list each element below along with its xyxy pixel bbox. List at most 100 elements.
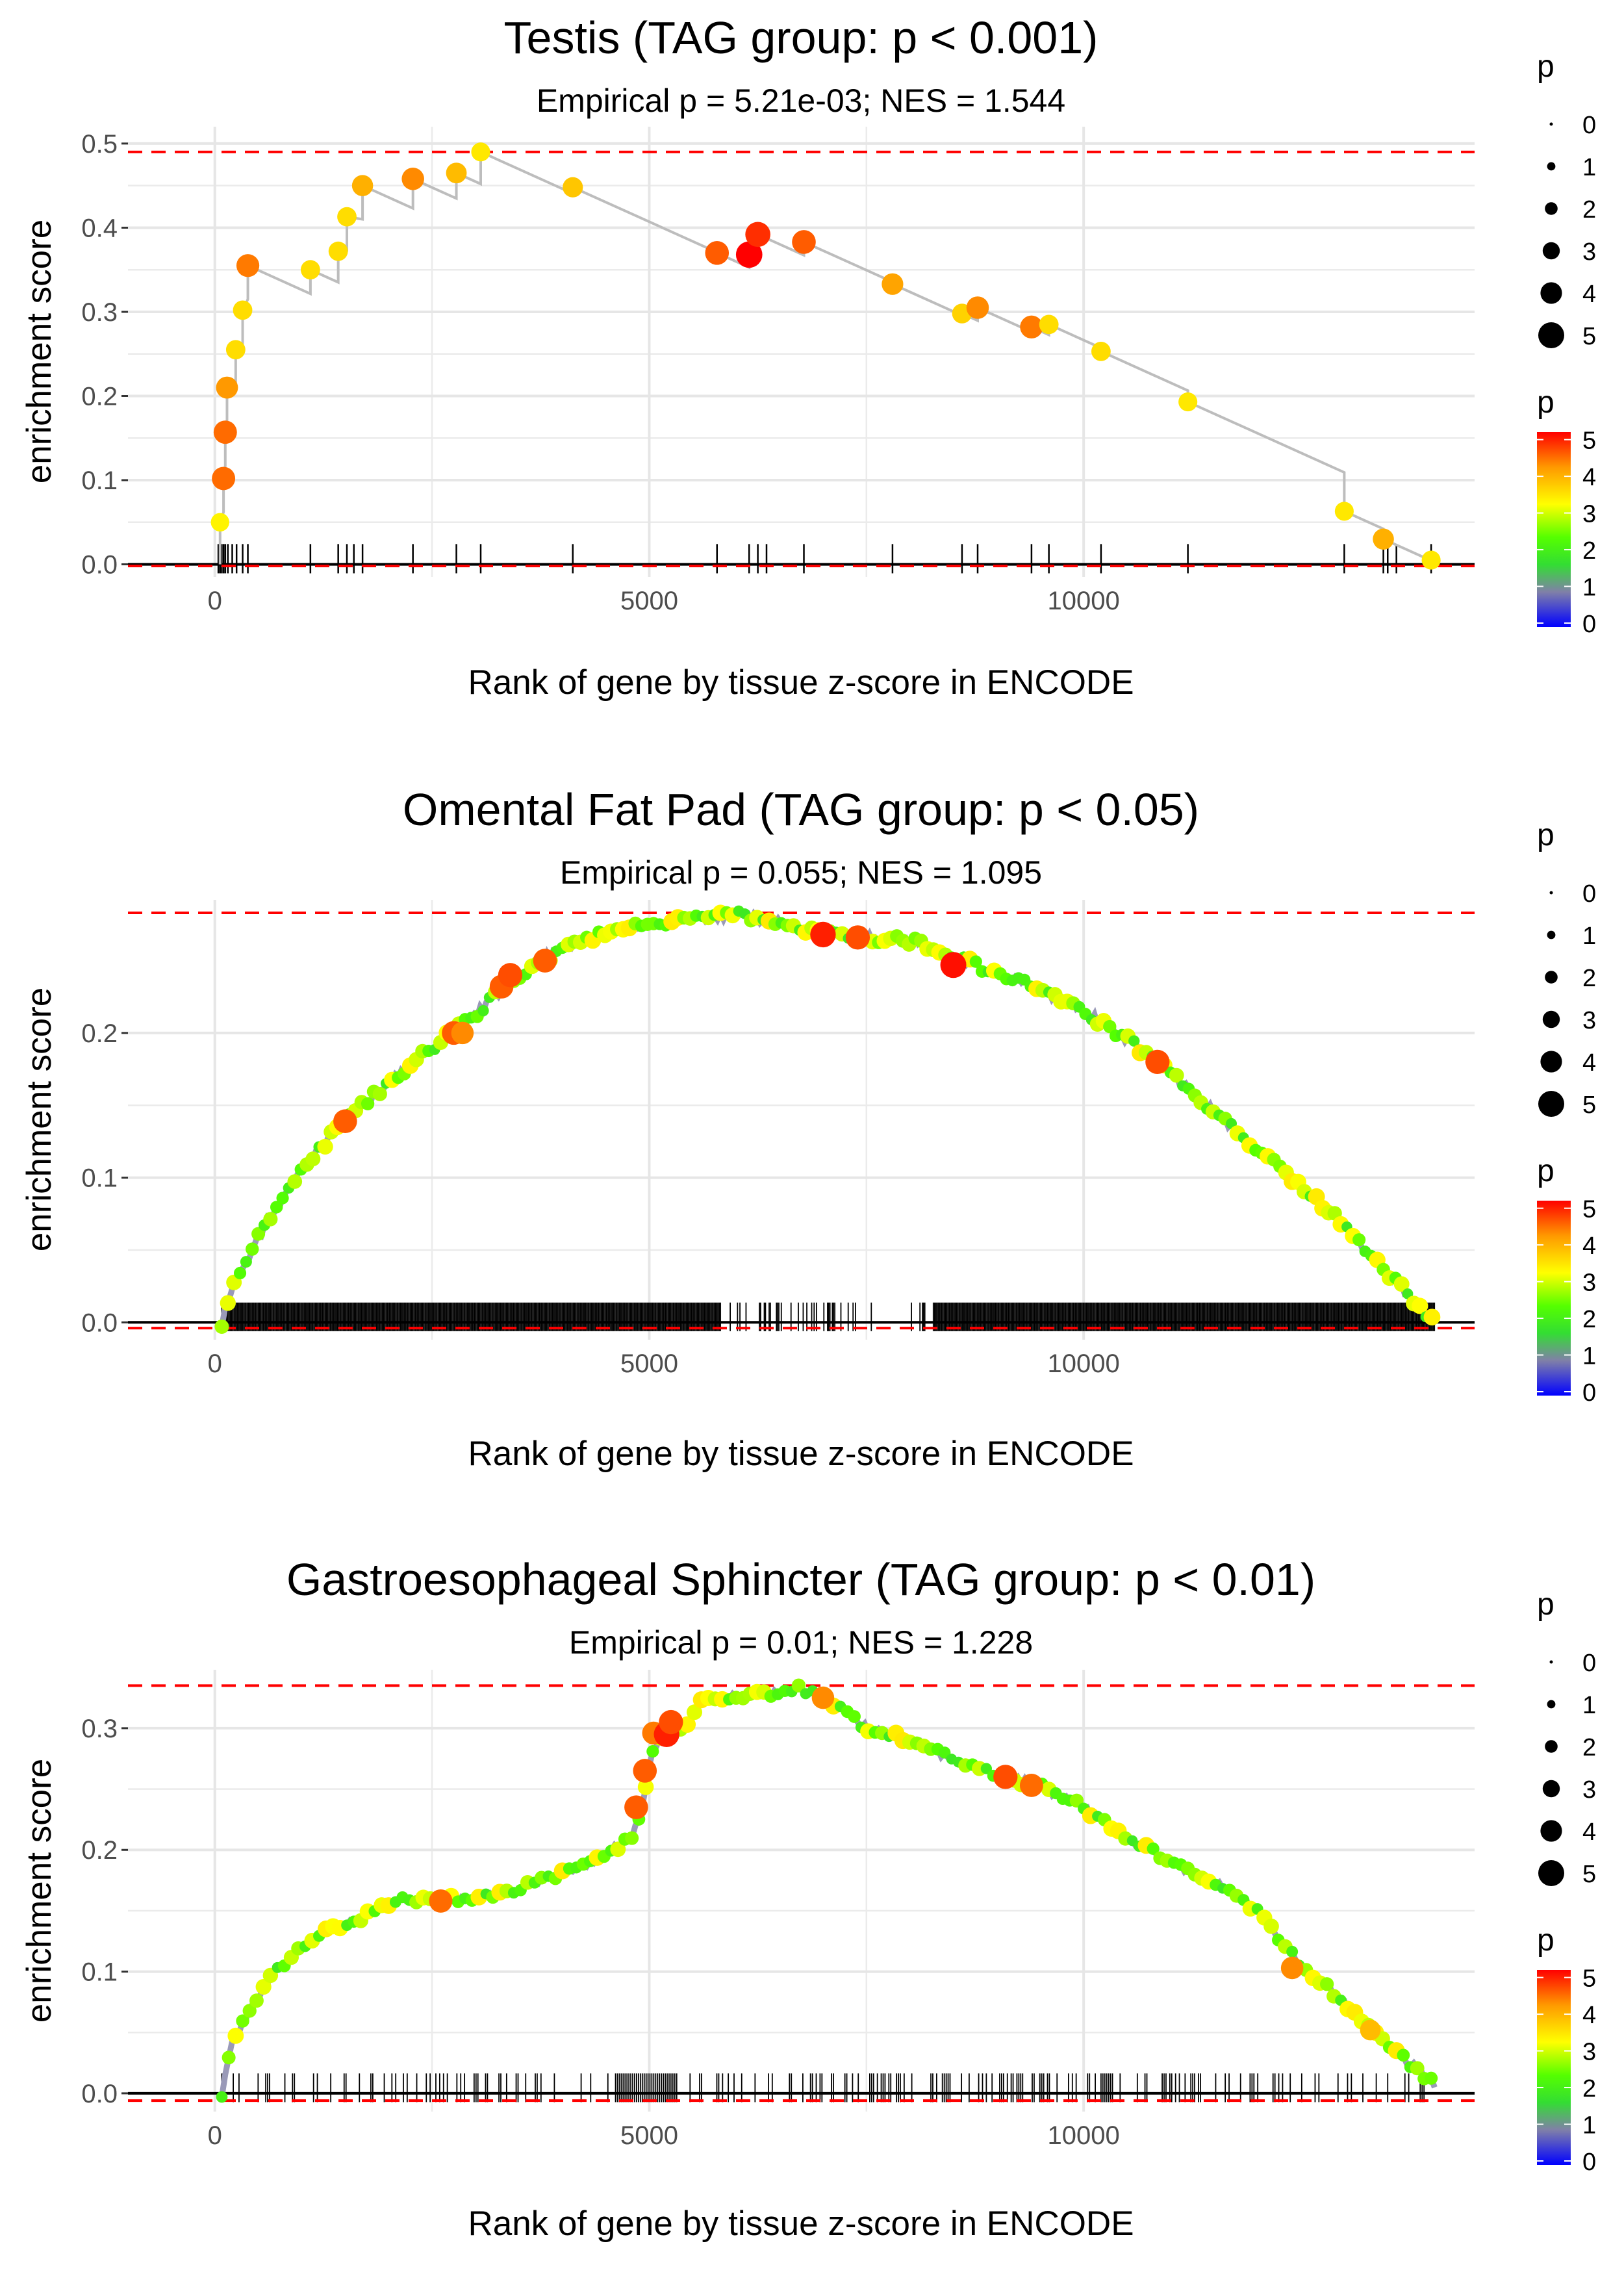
legend-color-label: 1 [1582, 574, 1596, 602]
chart-subtitle: Empirical p = 0.055; NES = 1.095 [560, 854, 1042, 891]
data-point [1263, 1918, 1279, 1934]
legend-size-key [1549, 1660, 1553, 1664]
y-axis-title: enrichment score [20, 988, 58, 1252]
legend-size-key [1538, 1860, 1564, 1886]
legend-size-key [1545, 202, 1558, 215]
data-point [246, 1242, 259, 1256]
legend-size-label: 5 [1582, 1092, 1596, 1119]
legend-size-key [1542, 242, 1560, 260]
y-tick-label: 0.1 [81, 1958, 118, 1987]
data-point [1373, 528, 1394, 550]
data-point [242, 2004, 257, 2018]
legend-size-label: 3 [1582, 1776, 1596, 1804]
legend-color-label: 0 [1582, 1379, 1596, 1407]
data-point [451, 1021, 474, 1045]
x-tick-label: 5000 [620, 2121, 678, 2150]
x-tick-label: 10000 [1048, 587, 1120, 615]
data-point [210, 513, 229, 532]
legend-size-key [1542, 1010, 1560, 1028]
data-point [477, 1004, 489, 1017]
data-point [220, 1295, 236, 1311]
data-point [637, 1779, 654, 1795]
data-point [1397, 2049, 1410, 2062]
x-tick-label: 5000 [620, 587, 678, 615]
data-point [287, 1174, 303, 1189]
y-tick-label: 0.0 [81, 1309, 118, 1337]
data-point [1421, 550, 1441, 570]
x-tick-label: 10000 [1048, 2121, 1120, 2150]
data-point [1039, 314, 1059, 335]
enrichment-curve [218, 149, 1433, 565]
data-point [249, 1993, 264, 2008]
y-axis-title: enrichment score [20, 220, 58, 484]
data-point [236, 254, 260, 277]
legend-size-key [1549, 122, 1553, 126]
data-point [214, 1319, 229, 1334]
enrichment-curve [218, 1681, 1438, 2098]
panel-gastroesophageal-sphincter: Gastroesophageal Sphincter (TAG group: p… [20, 1554, 1596, 2243]
legend-color-label: 4 [1582, 1233, 1596, 1260]
colorbar [1537, 1970, 1571, 2165]
chart-subtitle: Empirical p = 0.01; NES = 1.228 [569, 1624, 1033, 1661]
data-point [1145, 1049, 1170, 1075]
data-point [705, 240, 730, 265]
x-axis-title: Rank of gene by tissue z-score in ENCODE [468, 2204, 1134, 2243]
data-point [966, 296, 989, 319]
data-point [845, 925, 870, 950]
legend-size-key [1547, 162, 1556, 171]
data-point [882, 273, 904, 295]
data-point [811, 1686, 835, 1709]
panel-omental-fat-pad: Omental Fat Pad (TAG group: p < 0.05) Em… [20, 784, 1596, 1473]
y-tick-label: 0.0 [81, 2080, 118, 2108]
data-point [1019, 1774, 1043, 1797]
chart-title: Gastroesophageal Sphincter (TAG group: p… [286, 1554, 1315, 1605]
chart-title: Testis (TAG group: p < 0.001) [504, 12, 1098, 63]
y-tick-label: 0.2 [81, 383, 118, 411]
data-point [240, 1256, 252, 1268]
legend-size-label: 5 [1582, 1861, 1596, 1888]
data-point [659, 1709, 683, 1735]
data-point [233, 1266, 247, 1280]
x-axis-title: Rank of gene by tissue z-score in ENCODE [468, 1435, 1134, 1473]
data-point [429, 1889, 453, 1913]
data-point [236, 2014, 249, 2028]
legend-color-label: 4 [1582, 464, 1596, 491]
legend-color-label: 3 [1582, 2039, 1596, 2066]
legend-size-label: 1 [1582, 154, 1596, 181]
data-point [1103, 1019, 1117, 1034]
legend-size-label: 0 [1582, 880, 1596, 908]
data-point [810, 921, 836, 948]
plot-area: 0 5000 10000 0.0 0.1 0.2 0.3 0.4 0.5 [81, 127, 1475, 615]
x-tick-label: 0 [208, 1349, 222, 1378]
legend-size-key [1540, 282, 1562, 304]
data-point [563, 177, 583, 198]
plot-clip [128, 1678, 1475, 2103]
data-point [1169, 1067, 1184, 1083]
legend-color-label: 1 [1582, 1343, 1596, 1370]
data-point [255, 1978, 272, 1995]
legend-size-key [1545, 971, 1558, 984]
legend-size-key [1538, 1091, 1564, 1117]
data-point [993, 1765, 1018, 1789]
legend-size-label: 4 [1582, 1819, 1596, 1846]
data-point [1147, 1842, 1160, 1855]
y-tick-label: 0.0 [81, 551, 118, 580]
legend-size-title: p [1537, 1587, 1554, 1622]
data-point [225, 340, 246, 360]
data-point [1091, 341, 1111, 361]
data-point [333, 1109, 357, 1134]
legend-color-label: 0 [1582, 2149, 1596, 2176]
data-point [227, 2027, 244, 2044]
data-point [633, 1759, 657, 1783]
legend-color-label: 5 [1582, 1965, 1596, 1993]
data-point [216, 376, 238, 399]
x-tick-label: 5000 [620, 1349, 678, 1378]
data-point [351, 175, 374, 196]
data-point [276, 1192, 289, 1205]
data-point [233, 300, 253, 320]
data-point [610, 1841, 626, 1858]
legend-color-label: 5 [1582, 428, 1596, 455]
